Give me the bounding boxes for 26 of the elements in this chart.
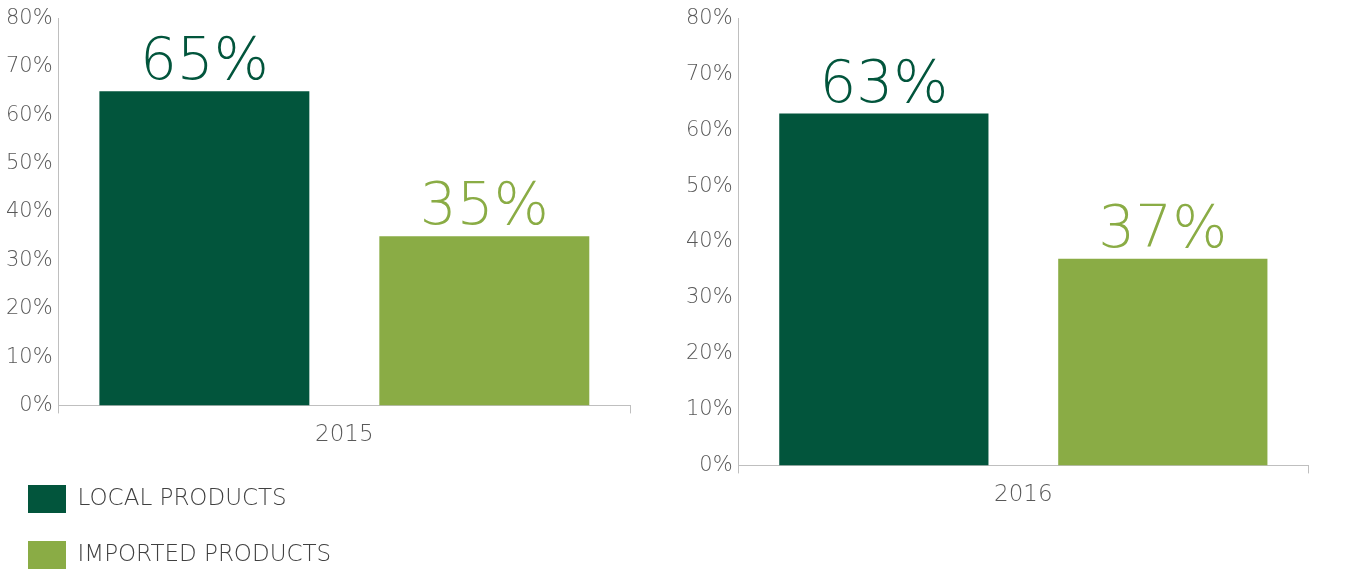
y-tick-label: 80% (685, 5, 733, 30)
y-tick-label: 10% (5, 343, 53, 368)
data-label: 35% (419, 170, 549, 239)
y-tick-label: 70% (5, 53, 53, 78)
data-label: 63% (819, 47, 949, 116)
data-label: 37% (1098, 192, 1228, 261)
y-tick-label: 30% (685, 284, 733, 309)
y-tick-label: 60% (5, 101, 53, 126)
y-tick-label: 10% (685, 396, 733, 420)
y-tick-label: 70% (685, 60, 733, 85)
x-tick-label: 2015 (315, 420, 374, 447)
y-tick-label: 20% (685, 340, 733, 365)
y-tick-label: 30% (5, 246, 53, 271)
x-tick-label: 2016 (994, 480, 1053, 507)
y-tick-label: 80% (5, 5, 53, 30)
y-tick-label: 50% (5, 150, 53, 175)
y-tick-label: 0% (699, 451, 733, 476)
legend-label: LOCAL PRODUCTS (77, 483, 287, 510)
y-tick-label: 60% (685, 116, 733, 141)
y-tick-label: 40% (5, 198, 53, 223)
legend-label: IMPORTED PRODUCTS (77, 539, 332, 566)
y-tick-label: 20% (5, 295, 53, 320)
y-tick-label: 50% (685, 172, 733, 197)
y-tick-label: 40% (685, 228, 733, 253)
y-tick-label: 0% (19, 391, 53, 416)
data-label: 65% (139, 25, 269, 94)
